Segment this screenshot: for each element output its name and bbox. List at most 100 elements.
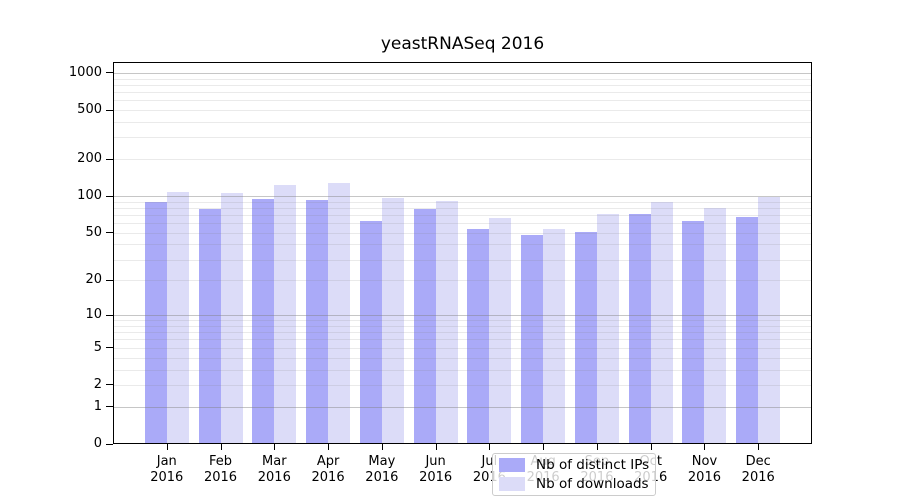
- x-tick-label-nov: Nov 2016: [687, 454, 721, 485]
- y-tick-mark-50: [106, 232, 113, 234]
- gridline-minor-400: [113, 121, 812, 123]
- y-tick-mark-2: [106, 384, 113, 386]
- legend: Nb of distinct IPs Nb of downloads: [492, 453, 656, 496]
- y-tick-label-1000: 1000: [68, 64, 102, 80]
- gridline-minor-70: [113, 214, 812, 216]
- gridline-minor-5: [113, 347, 812, 349]
- bar-downloads-jun: [435, 201, 458, 444]
- gridline-minor-3: [113, 369, 812, 371]
- bar-distinct-ips-oct: [628, 214, 651, 444]
- x-tick-mark-nov: [704, 444, 706, 450]
- gridline-minor-700: [113, 91, 812, 93]
- legend-label-distinct-ips: Nb of distinct IPs: [536, 457, 650, 474]
- gridline-minor-7: [113, 332, 812, 334]
- bar-downloads-feb: [220, 193, 243, 444]
- gridline-minor-20: [113, 280, 812, 282]
- y-tick-label-10: 10: [85, 307, 102, 323]
- y-tick-label-500: 500: [77, 102, 102, 118]
- bar-downloads-oct: [650, 201, 673, 444]
- x-tick-mark-sep: [596, 444, 598, 450]
- gridline-minor-800: [113, 84, 812, 86]
- legend-item-distinct-ips: Nb of distinct IPs: [499, 456, 649, 475]
- bar-downloads-dec: [758, 197, 781, 444]
- plot-area: Nb of distinct IPs Nb of downloads: [113, 62, 812, 496]
- y-tick-label-5: 5: [93, 339, 102, 355]
- legend-item-downloads: Nb of downloads: [499, 475, 649, 494]
- gridline-minor-50: [113, 232, 812, 234]
- bar-downloads-mar: [274, 184, 297, 444]
- y-tick-label-200: 200: [77, 151, 102, 167]
- gridline-major-1: [113, 406, 812, 408]
- gridline-major-1000: [113, 72, 812, 74]
- x-tick-label-apr: Apr 2016: [311, 454, 345, 485]
- y-tick-mark-0: [106, 443, 113, 445]
- y-tick-label-100: 100: [77, 188, 102, 204]
- x-tick-label-may: May 2016: [365, 454, 399, 485]
- gridline-major-10: [113, 315, 812, 317]
- gridline-minor-6: [113, 339, 812, 341]
- y-tick-mark-200: [106, 158, 113, 160]
- bar-downloads-apr: [328, 182, 351, 444]
- y-tick-mark-1000: [106, 72, 113, 74]
- bar-downloads-aug: [543, 228, 566, 444]
- x-tick-mark-jan: [166, 444, 168, 450]
- y-tick-label-0: 0: [93, 436, 102, 451]
- gridline-minor-500: [113, 110, 812, 112]
- y-tick-mark-5: [106, 347, 113, 349]
- bar-distinct-ips-may: [359, 220, 382, 444]
- gridline-minor-80: [113, 207, 812, 209]
- x-tick-mark-mar: [274, 444, 276, 450]
- chart-title: yeastRNASeq 2016: [380, 34, 545, 54]
- y-tick-mark-1: [106, 406, 113, 408]
- y-tick-label-20: 20: [85, 272, 102, 288]
- bar-distinct-ips-dec: [736, 217, 759, 444]
- legend-swatch-distinct-ips: [499, 458, 525, 473]
- x-tick-label-mar: Mar 2016: [257, 454, 291, 485]
- gridline-minor-90: [113, 201, 812, 203]
- bar-distinct-ips-apr: [306, 200, 329, 444]
- gridline-minor-4: [113, 357, 812, 359]
- gridline-minor-8: [113, 325, 812, 327]
- y-tick-label-2: 2: [93, 376, 102, 392]
- x-tick-mark-dec: [758, 444, 760, 450]
- x-tick-label-jan: Jan 2016: [150, 454, 184, 485]
- gridline-minor-40: [113, 244, 812, 246]
- x-tick-label-jun: Jun 2016: [419, 454, 453, 485]
- x-tick-mark-jul: [489, 444, 491, 450]
- bar-downloads-nov: [704, 207, 727, 444]
- bar-distinct-ips-aug: [521, 234, 544, 444]
- x-tick-mark-may: [381, 444, 383, 450]
- legend-label-downloads: Nb of downloads: [536, 475, 649, 492]
- gridline-minor-600: [113, 100, 812, 102]
- bar-distinct-ips-sep: [574, 231, 597, 444]
- x-tick-mark-jun: [435, 444, 437, 450]
- gridline-minor-900: [113, 78, 812, 80]
- x-tick-mark-oct: [650, 444, 652, 450]
- x-tick-mark-aug: [543, 444, 545, 450]
- gridline-minor-2: [113, 384, 812, 386]
- bar-distinct-ips-feb: [198, 209, 221, 444]
- gridline-minor-30: [113, 259, 812, 261]
- bar-downloads-jul: [489, 218, 512, 444]
- x-tick-label-dec: Dec 2016: [741, 454, 775, 485]
- gridline-major-100: [113, 196, 812, 198]
- y-tick-mark-100: [106, 195, 113, 197]
- y-tick-mark-20: [106, 279, 113, 281]
- y-tick-label-50: 50: [85, 224, 102, 240]
- x-tick-mark-feb: [220, 444, 222, 450]
- legend-swatch-downloads: [499, 476, 525, 491]
- bar-downloads-sep: [596, 214, 619, 444]
- bar-distinct-ips-jun: [413, 209, 436, 444]
- bar-distinct-ips-jan: [144, 202, 167, 444]
- gridline-minor-60: [113, 223, 812, 225]
- bar-downloads-jan: [166, 191, 189, 444]
- bar-distinct-ips-nov: [682, 221, 705, 444]
- y-tick-label-1: 1: [93, 398, 102, 414]
- y-tick-mark-10: [106, 314, 113, 316]
- bar-downloads-may: [381, 197, 404, 444]
- gridline-minor-9: [113, 320, 812, 322]
- y-tick-mark-500: [106, 109, 113, 111]
- gridline-minor-200: [113, 159, 812, 161]
- bar-distinct-ips-mar: [252, 199, 275, 444]
